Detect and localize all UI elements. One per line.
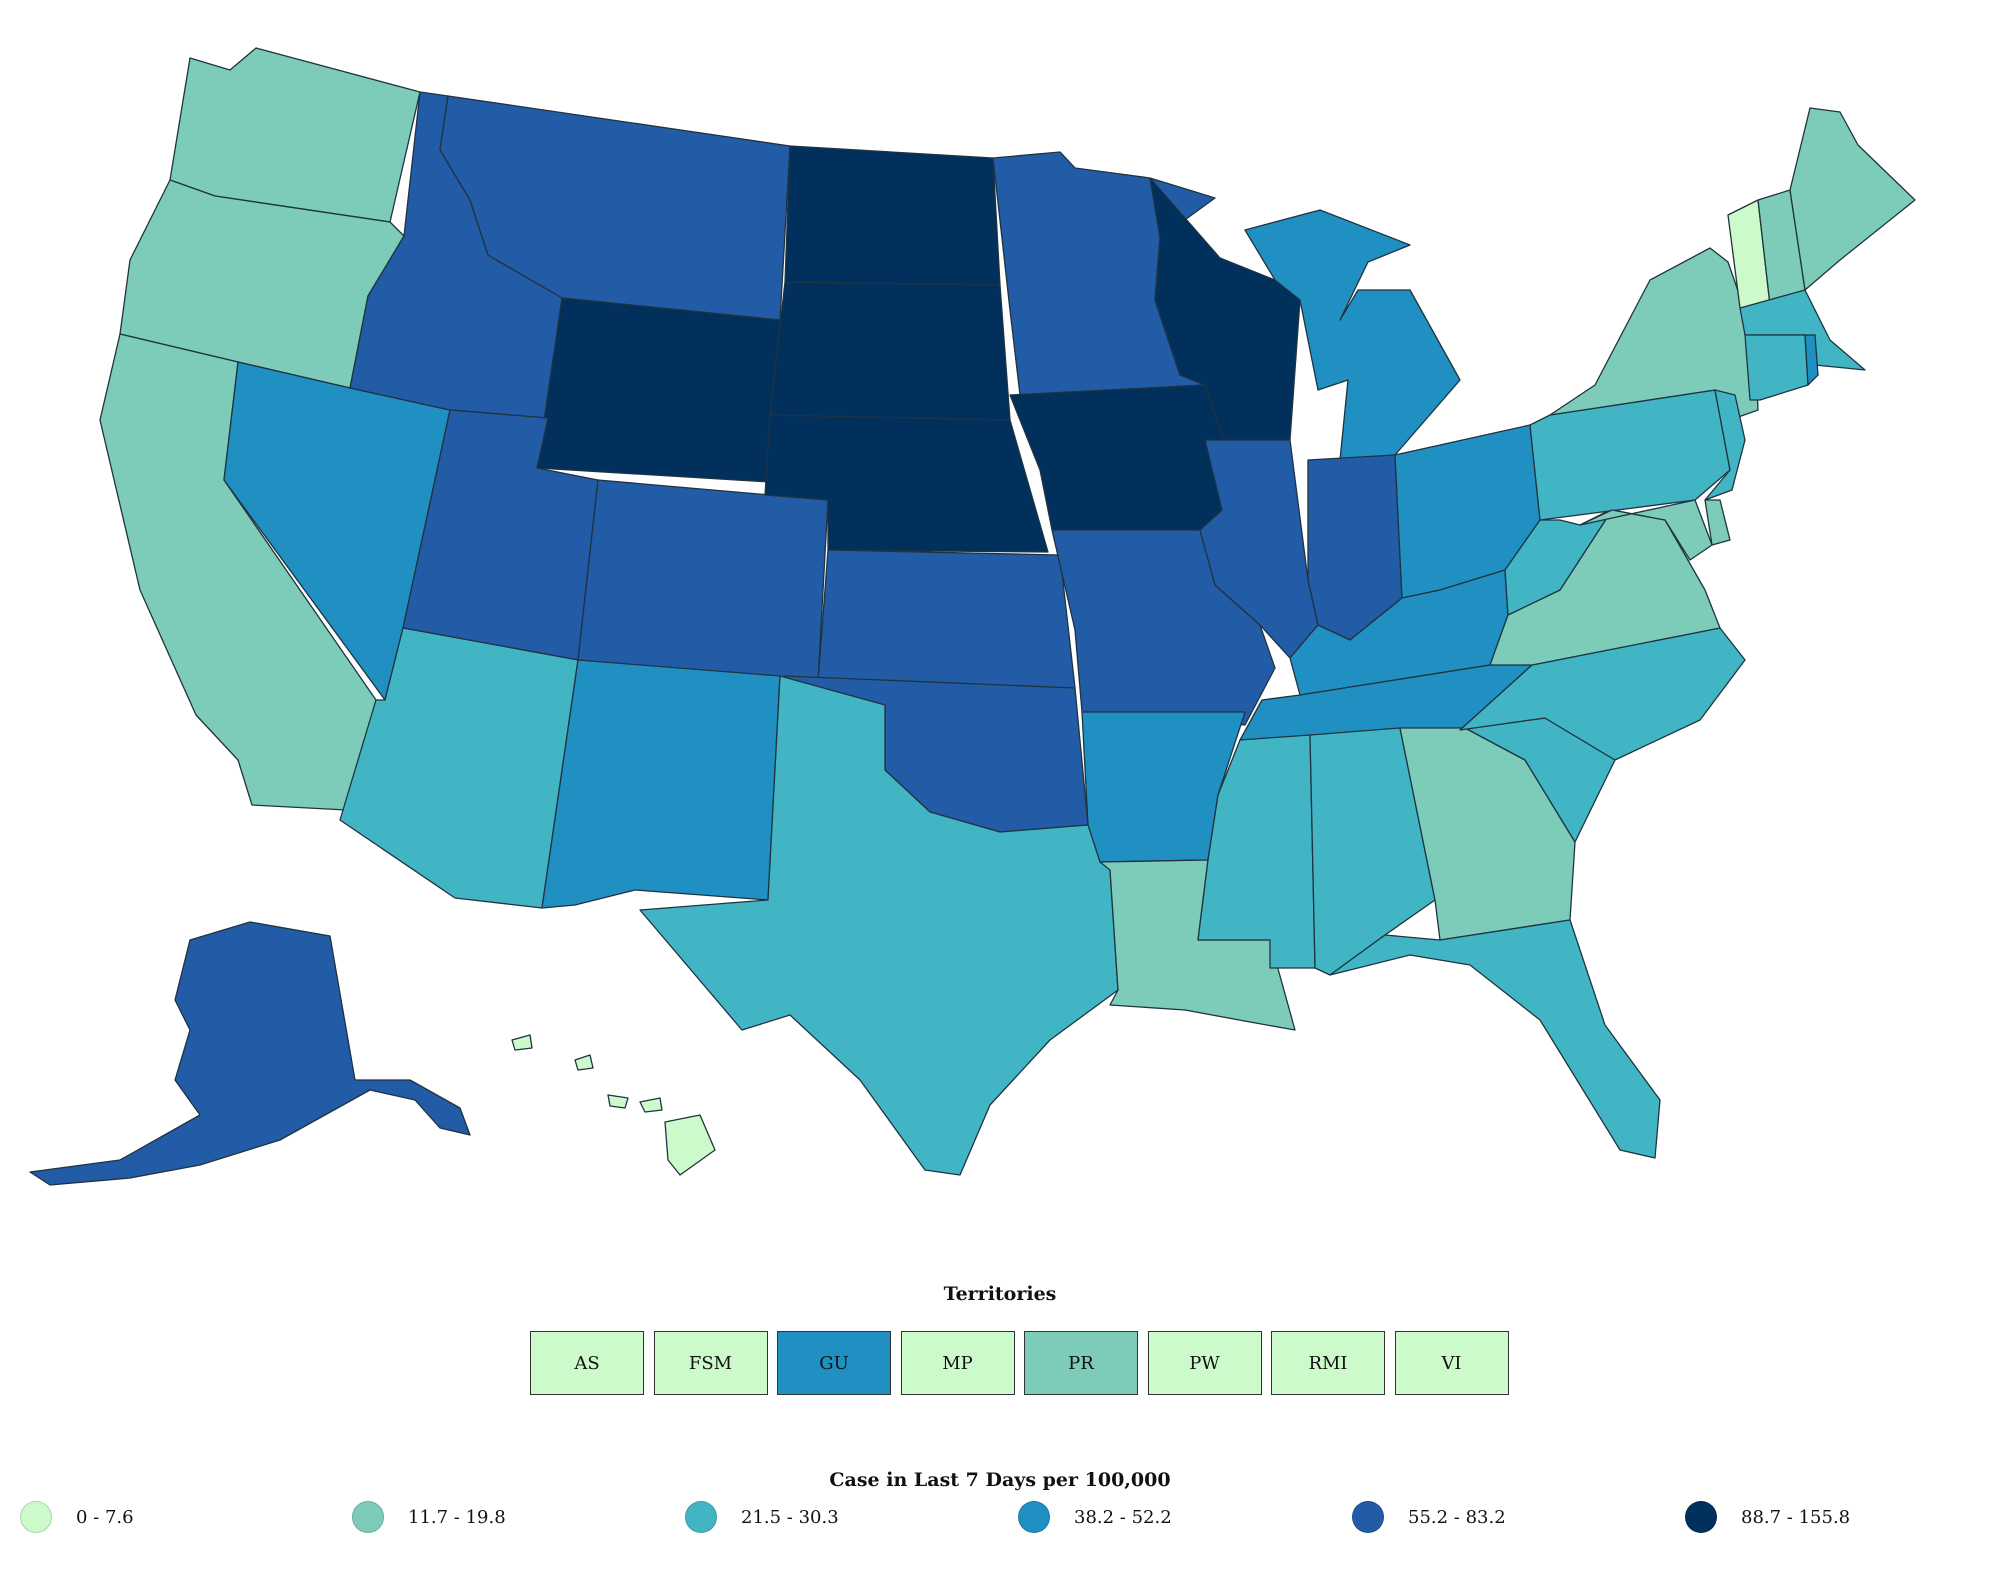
legend-swatch <box>685 1501 717 1533</box>
legend-swatch <box>1018 1501 1050 1533</box>
state-il[interactable] <box>1199 439 1319 659</box>
territory-as-button[interactable]: AS <box>530 1331 644 1395</box>
territory-mp-button[interactable]: MP <box>900 1331 1015 1395</box>
legend-swatch <box>352 1501 384 1533</box>
state-nj[interactable] <box>1704 389 1746 501</box>
legend-label: 55.2 - 83.2 <box>1408 1506 1506 1528</box>
legend-swatch <box>20 1501 52 1533</box>
legend-label: 21.5 - 30.3 <box>741 1506 839 1528</box>
legend-item: 21.5 - 30.3 <box>685 1500 839 1534</box>
state-ri[interactable] <box>1804 334 1819 386</box>
state-wy[interactable] <box>536 297 781 483</box>
territory-pw-button[interactable]: PW <box>1147 1331 1262 1395</box>
territories-title: Territories <box>943 1283 1057 1305</box>
legend-swatch <box>1352 1501 1384 1533</box>
state-de[interactable] <box>1704 499 1731 546</box>
state-hi[interactable] <box>511 1034 716 1176</box>
state-co[interactable] <box>577 479 829 683</box>
us-choropleth-map <box>29 47 1916 1186</box>
legend-label: 0 - 7.6 <box>76 1506 134 1528</box>
states-layer <box>29 47 1916 1186</box>
legend-label: 88.7 - 155.8 <box>1741 1506 1851 1528</box>
state-mi[interactable] <box>1244 209 1461 461</box>
state-nm[interactable] <box>541 659 781 909</box>
territory-fsm-button[interactable]: FSM <box>653 1331 768 1395</box>
territories-row: AS FSM GU MP PR PW RMI VI <box>530 1331 1530 1397</box>
legend-label: 38.2 - 52.2 <box>1074 1506 1172 1528</box>
state-ak[interactable] <box>29 921 471 1186</box>
territory-pr-button[interactable]: PR <box>1024 1331 1138 1395</box>
legend-item: 88.7 - 155.8 <box>1685 1500 1850 1534</box>
legend-item: 38.2 - 52.2 <box>1018 1500 1172 1534</box>
state-md[interactable] <box>1579 499 1713 561</box>
territory-rmi-button[interactable]: RMI <box>1271 1331 1385 1395</box>
state-tx[interactable] <box>639 675 1119 1176</box>
territory-gu-button[interactable]: GU <box>777 1331 891 1395</box>
legend-item: 11.7 - 19.8 <box>352 1500 506 1534</box>
legend-label: 11.7 - 19.8 <box>408 1506 506 1528</box>
state-ia[interactable] <box>1009 384 1226 531</box>
state-sd[interactable] <box>769 281 1011 421</box>
state-nd[interactable] <box>784 145 1001 286</box>
territory-vi-button[interactable]: VI <box>1394 1331 1509 1395</box>
state-ks[interactable] <box>817 549 1076 689</box>
state-me[interactable] <box>1789 107 1916 291</box>
legend-swatch <box>1685 1501 1717 1533</box>
state-fl[interactable] <box>1329 919 1661 1159</box>
legend-item: 0 - 7.6 <box>20 1500 134 1534</box>
legend-item: 55.2 - 83.2 <box>1352 1500 1506 1534</box>
legend-title: Case in Last 7 Days per 100,000 <box>829 1469 1171 1491</box>
state-ct[interactable] <box>1744 334 1809 401</box>
